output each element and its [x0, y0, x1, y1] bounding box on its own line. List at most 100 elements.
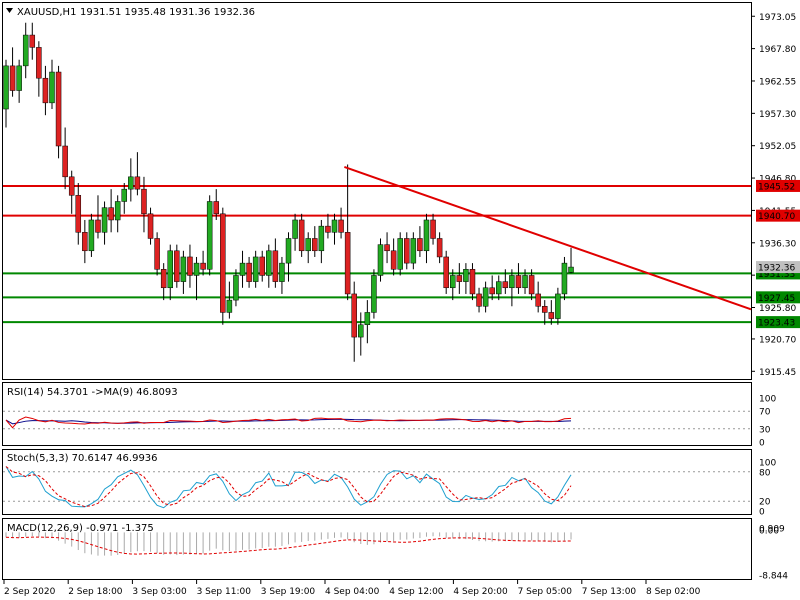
candle-body — [272, 250, 279, 282]
candle — [397, 232, 403, 276]
level-tag — [756, 209, 800, 222]
candle — [509, 269, 515, 307]
candle-body — [541, 306, 548, 313]
candle — [174, 244, 180, 288]
candle-body — [36, 47, 42, 79]
candle — [292, 213, 298, 251]
macd-signal-line — [5, 536, 572, 555]
candle — [167, 244, 173, 301]
candle — [128, 158, 134, 202]
candle-body — [246, 262, 252, 282]
candle-body — [325, 225, 331, 233]
candle-body — [496, 281, 502, 295]
candle-body — [561, 262, 568, 295]
candle — [548, 300, 555, 325]
main-chart-panel[interactable] — [2, 2, 752, 380]
candle-body — [259, 256, 265, 276]
candle — [496, 275, 502, 301]
candle-body — [3, 65, 9, 110]
stoch-panel[interactable] — [2, 449, 752, 515]
candle — [344, 164, 351, 301]
time-tick-label: 2 Sep 2020 — [4, 587, 56, 597]
time-tick-label: 7 Sep 13:00 — [582, 587, 637, 597]
candle-body — [436, 238, 443, 258]
candle — [436, 232, 443, 264]
ohlc-readout: 1931.51 1935.48 1931.36 1932.36 — [80, 7, 255, 18]
candle — [279, 256, 285, 294]
candle — [3, 59, 9, 128]
candle — [318, 219, 325, 264]
candle-body — [174, 250, 180, 282]
price-tick-label: 1915.45 — [759, 368, 796, 378]
candle — [108, 189, 114, 233]
candle — [95, 195, 101, 239]
candle-body — [384, 244, 390, 252]
candle-body — [252, 256, 259, 282]
stoch-title: Stoch(5,3,3) 70.6147 46.9936 — [7, 453, 158, 464]
candle — [377, 238, 384, 282]
candle-body — [338, 219, 344, 233]
time-tick-label: 3 Sep 11:00 — [197, 587, 252, 597]
candle-body — [266, 250, 272, 276]
candle-body — [29, 34, 36, 48]
macd-panel[interactable] — [2, 518, 752, 580]
candle-body — [430, 219, 436, 239]
candle — [443, 250, 449, 294]
rsi-panel[interactable] — [2, 382, 752, 446]
candle-body — [482, 287, 489, 307]
trendline[interactable] — [344, 166, 752, 311]
candle — [555, 287, 561, 325]
level-label: 1931.33 — [758, 270, 795, 280]
candle-body — [141, 188, 147, 215]
candle — [29, 22, 36, 60]
candle — [450, 269, 456, 301]
candle — [82, 219, 88, 264]
candle — [68, 170, 75, 214]
candle — [298, 213, 305, 257]
candle-body — [160, 269, 167, 289]
candle-body — [555, 293, 561, 319]
candle — [338, 207, 344, 239]
level-tag — [756, 291, 800, 304]
candle — [351, 281, 357, 362]
rsi-title: RSI(14) 54.3701 ->MA(9) 46.8093 — [7, 387, 178, 398]
price-tick-label: 1962.55 — [759, 77, 796, 87]
stoch-tick-label: 20 — [759, 498, 771, 508]
candle — [561, 256, 568, 301]
candle-body — [515, 275, 522, 289]
price-tick-label: 1936.30 — [759, 239, 796, 249]
candle — [134, 152, 141, 196]
candle — [463, 263, 469, 294]
candle — [423, 213, 430, 264]
candle-body — [167, 250, 173, 289]
trendline-segment — [344, 166, 752, 311]
candle-body — [239, 262, 246, 276]
candle — [206, 195, 213, 276]
candle — [233, 269, 239, 307]
candle-body — [62, 145, 68, 178]
candle — [226, 281, 233, 319]
candle-body — [82, 232, 88, 252]
macd-tick-label: -8.844 — [759, 572, 788, 582]
price-tick-label: 1952.05 — [759, 142, 796, 152]
candle-body — [285, 238, 292, 264]
candle-body — [108, 207, 114, 221]
candle-body — [121, 188, 128, 202]
candle-body — [305, 238, 311, 252]
candle — [55, 65, 62, 159]
candle-body — [193, 262, 200, 276]
candle-body — [220, 213, 226, 313]
macd-tick-label: 0.00 — [759, 527, 779, 537]
level-label: 1927.45 — [758, 294, 795, 304]
candle-body — [200, 262, 206, 270]
candle — [75, 182, 82, 245]
candle-body — [331, 219, 338, 233]
candle — [114, 195, 121, 233]
candle-body — [55, 71, 62, 147]
time-tick-label: 7 Sep 05:00 — [518, 587, 573, 597]
time-tick-label: 8 Sep 02:00 — [646, 587, 701, 597]
dropdown-triangle-icon[interactable] — [6, 8, 13, 13]
candle-body — [476, 293, 482, 307]
